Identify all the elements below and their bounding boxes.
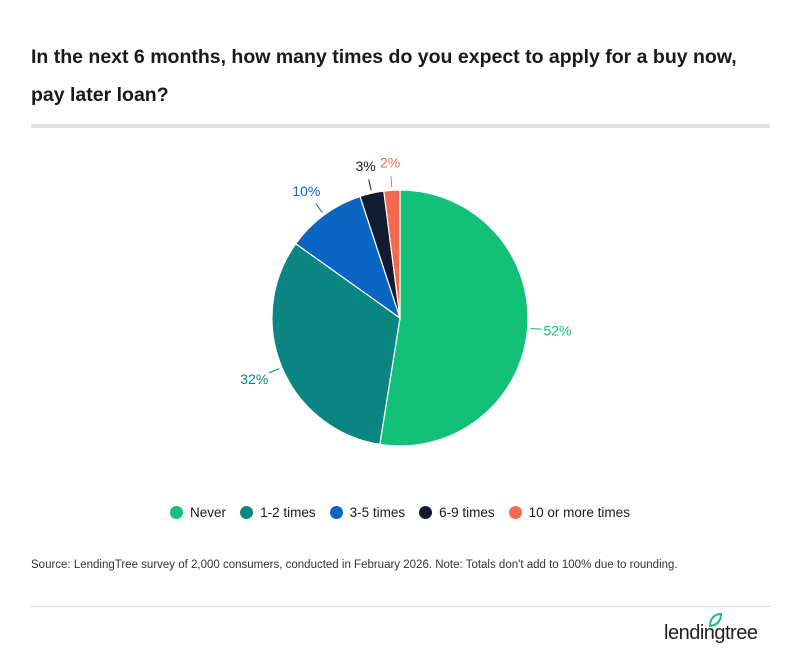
legend-swatch bbox=[329, 506, 343, 519]
legend-swatch bbox=[240, 506, 254, 519]
label-leader-0 bbox=[530, 327, 542, 330]
leaf-icon bbox=[708, 613, 722, 627]
pie-slice-2 bbox=[294, 195, 402, 320]
legend-label: 3-5 times bbox=[349, 505, 406, 520]
legend-item-10-plus: 10 or more times bbox=[508, 505, 630, 520]
legend-swatch bbox=[419, 506, 433, 519]
legend-label: Never bbox=[190, 505, 227, 520]
legend-label: 10 or more times bbox=[528, 505, 630, 520]
data-label-1: 32% bbox=[240, 371, 268, 387]
pie-slice-1 bbox=[271, 242, 401, 446]
label-leader-1 bbox=[268, 368, 280, 374]
legend-swatch bbox=[170, 506, 184, 519]
legend-swatch bbox=[508, 506, 522, 519]
logo-text: lendingtree bbox=[664, 622, 758, 644]
data-label-3: 3% bbox=[356, 158, 376, 174]
legend-label: 6-9 times bbox=[439, 505, 495, 520]
lendingtree-logo: lendingtree bbox=[664, 613, 758, 645]
pie-slice-0 bbox=[379, 189, 529, 447]
title-divider bbox=[31, 124, 770, 128]
data-label-4: 2% bbox=[380, 154, 400, 170]
data-label-0: 52% bbox=[543, 323, 571, 339]
label-leader-2 bbox=[315, 203, 323, 213]
legend-label: 1-2 times bbox=[260, 505, 316, 520]
source-note: Source: LendingTree survey of 2,000 cons… bbox=[31, 559, 678, 571]
pie-chart: 52% 32% 10% 3% 2% bbox=[240, 154, 572, 447]
legend-item-never: Never bbox=[170, 505, 226, 520]
legend-item-1-2: 1-2 times bbox=[240, 505, 316, 520]
label-leader-3 bbox=[368, 179, 372, 191]
pie-slice-4 bbox=[383, 189, 401, 319]
chart-title: In the next 6 months, how many times do … bbox=[31, 46, 737, 106]
legend: Never 1-2 times 3-5 times 6-9 times 10 o… bbox=[0, 505, 800, 520]
legend-item-3-5: 3-5 times bbox=[329, 505, 406, 520]
legend-item-6-9: 6-9 times bbox=[419, 505, 495, 520]
footer-divider bbox=[31, 606, 770, 607]
data-label-2: 10% bbox=[292, 183, 320, 199]
label-leader-4 bbox=[390, 176, 393, 188]
